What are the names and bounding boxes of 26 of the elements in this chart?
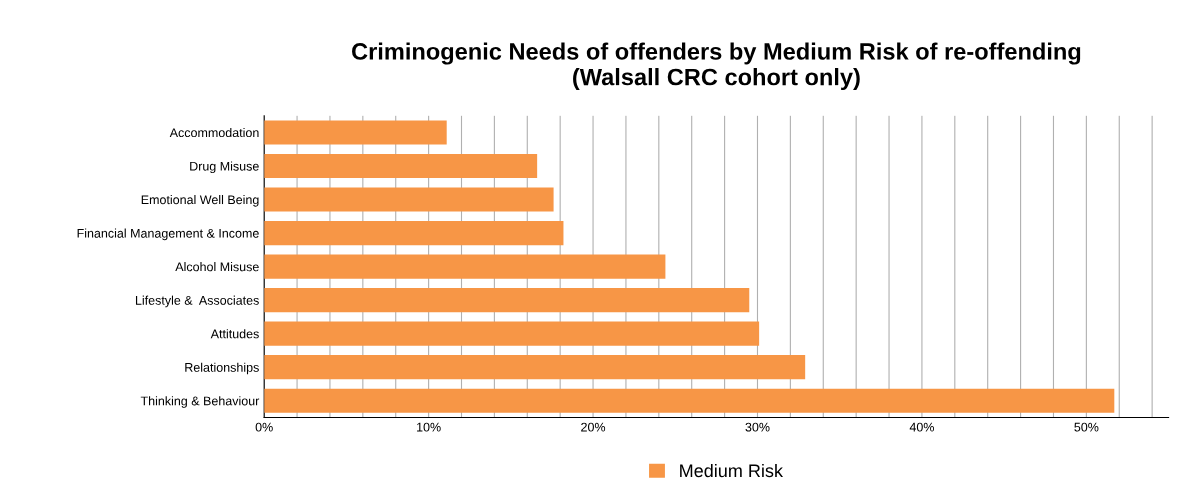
y-tick-label: Relationships — [185, 362, 259, 375]
bar — [264, 220, 564, 246]
bar — [264, 153, 538, 179]
x-tick-label: 10% — [417, 422, 441, 432]
y-tick-label: Accommodation — [169, 127, 259, 138]
chart-title: Criminogenic Needs of offenders by Medium Risk of re-offending (Walsall CRC cohort only) — [352, 42, 1081, 91]
bar — [264, 187, 554, 212]
x-tick-label: 20% — [581, 422, 606, 432]
bar — [264, 388, 1115, 413]
x-tick-label: 40% — [909, 422, 934, 432]
x-tick-label: 30% — [745, 422, 770, 432]
bar — [264, 321, 760, 346]
x-tick-label: 50% — [1074, 422, 1099, 432]
bar — [264, 120, 447, 145]
y-tick-label: Lifestyle & Associates — [135, 295, 259, 308]
y-tick-label: Drug Misuse — [190, 161, 259, 174]
y-tick-label: Thinking & Behaviour — [140, 396, 260, 408]
bar — [264, 288, 750, 313]
bar — [264, 254, 666, 279]
y-tick-label: Financial Management & Income — [77, 228, 259, 241]
legend-label: Medium Risk — [680, 463, 784, 478]
y-tick-label: Alcohol Misuse — [175, 262, 259, 272]
x-tick-label: 0% — [255, 422, 273, 432]
bar — [264, 355, 806, 380]
y-tick-label: Emotional Well Being — [141, 194, 259, 207]
y-tick-label: Attitudes — [210, 329, 259, 339]
